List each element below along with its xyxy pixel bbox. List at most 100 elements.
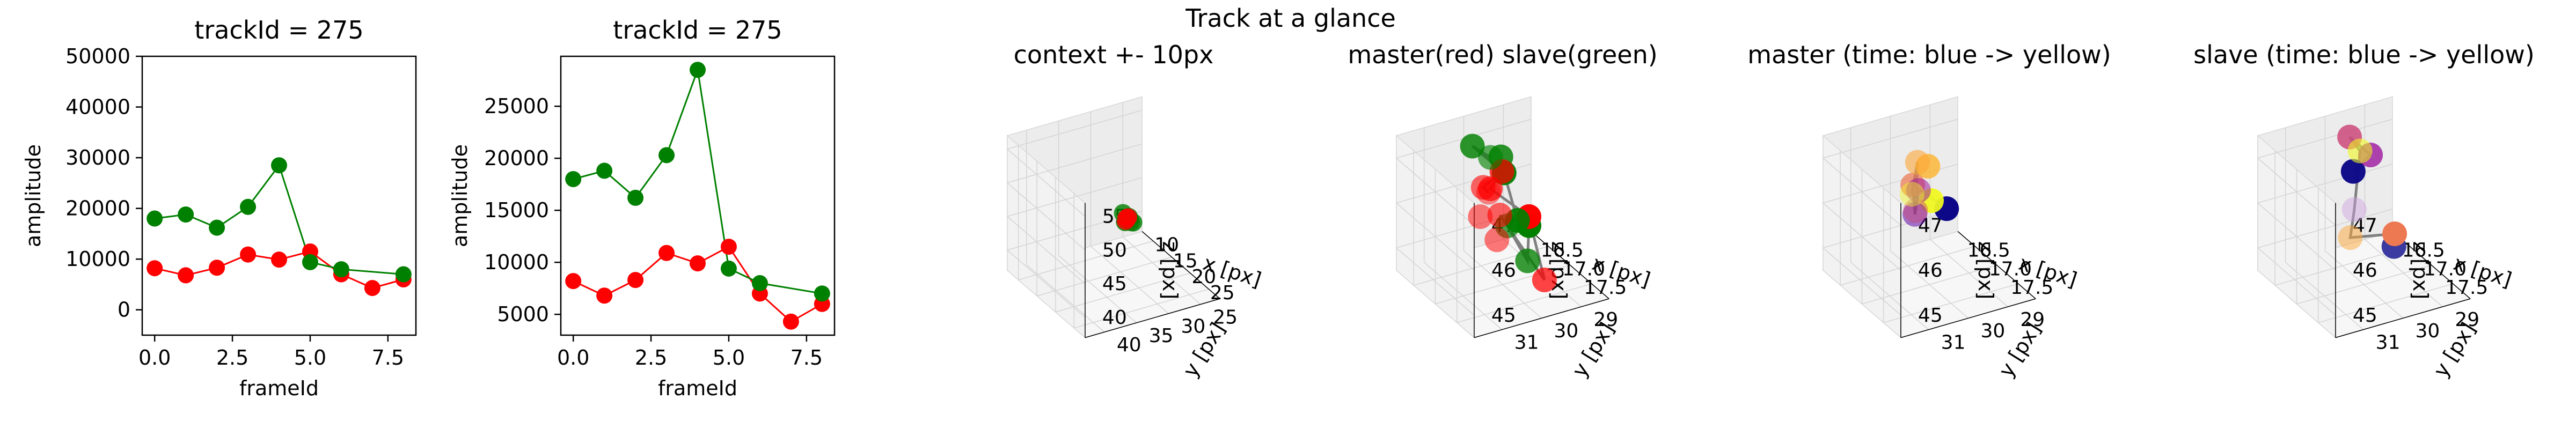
y-tick-label: 10000	[65, 247, 130, 271]
grid-line-z	[1396, 202, 1475, 271]
data-point-6	[2341, 197, 2367, 222]
grid-line-y	[1890, 250, 1968, 319]
y-tick-label: 5000	[497, 302, 549, 326]
data-point-s2-2	[209, 219, 225, 236]
grid-line-y	[2364, 239, 2443, 307]
y-axis-line	[1900, 298, 2036, 338]
grid-line-z	[2257, 158, 2336, 226]
data-point-1	[1468, 204, 1493, 229]
y-axis-line	[2335, 298, 2471, 338]
data-point-5	[2347, 138, 2373, 164]
grid-line-z	[1823, 247, 1901, 316]
x-tick-label: 5.0	[713, 346, 745, 369]
grid-line-z	[1823, 158, 1901, 226]
x-tick-label: 16.5	[2402, 239, 2445, 261]
grid-line-z	[2257, 208, 2393, 248]
data-point-s2-6	[333, 261, 349, 278]
figure-suptitle: Track at a glance	[1185, 4, 1396, 33]
data-point-s2-3	[658, 147, 675, 164]
data-point-1	[1902, 202, 1928, 227]
grid-line-z	[1007, 216, 1086, 284]
plot-frame	[141, 55, 417, 336]
data-point-4	[2338, 225, 2363, 250]
data-point-10	[1460, 134, 1485, 159]
chart-panel-1: 0.0 2.5 5.0 7.5 0 10000 20000 30000 40000 50000 tr…	[21, 16, 417, 400]
data-point-s2-4	[690, 62, 706, 78]
grid-line-z	[1823, 119, 1958, 159]
grid-line-z	[2257, 164, 2393, 204]
data-point-s2-3	[240, 198, 257, 215]
z-tick-label: 50	[1102, 239, 1127, 261]
data-point-s1-2	[627, 272, 644, 289]
grid-line-y	[2285, 262, 2364, 330]
x-tick-label: 2.5	[216, 346, 248, 369]
y-tick-label: 31	[1941, 331, 1966, 353]
y-tick-label: 30	[2416, 320, 2440, 342]
data-point-0	[1117, 209, 1136, 227]
z-axis-label: z [px]	[1974, 241, 1997, 299]
y-tick-label: 35	[1149, 325, 1174, 347]
grid-line-z	[2257, 202, 2336, 271]
z-axis-label: z [px]	[1158, 241, 1182, 299]
data-point-s2-1	[596, 162, 613, 179]
y-tick-label: 31	[1514, 331, 1539, 353]
y-tick-label: 30000	[65, 146, 130, 169]
data-point-s2-0	[565, 171, 582, 187]
y-tick-label: 40000	[65, 95, 130, 119]
data-point-s1-4	[690, 255, 706, 272]
y-tick-label: 30	[1181, 316, 1205, 338]
data-point-s2-8	[814, 285, 830, 302]
data-point-s1-2	[209, 260, 225, 276]
y-tick-label: 29	[1593, 309, 1618, 331]
grid-line-x	[1055, 272, 1191, 313]
grid-line-z	[1007, 149, 1086, 217]
data-point-8	[1899, 182, 1924, 207]
grid-line-y	[1090, 246, 1169, 314]
y-axis-label: amplitude	[21, 144, 45, 247]
x-tick-label: 0.0	[557, 346, 589, 369]
x-axis-line	[1957, 231, 2036, 299]
grid-line-y	[1929, 239, 2008, 307]
y-tick-label: 31	[2376, 331, 2401, 353]
data-point-s2-5	[720, 260, 737, 277]
grid-line-z	[1396, 158, 1475, 226]
grid-line-z	[1823, 208, 1958, 248]
x-tick-label: 2.5	[635, 346, 667, 369]
data-point-0	[2340, 159, 2366, 184]
y-tick-label: 20000	[484, 146, 549, 170]
grid-line-x	[1074, 289, 1209, 329]
chart-title: context +- 10px	[1014, 40, 1214, 69]
data-point-2	[1470, 175, 1496, 200]
data-point-2	[1906, 178, 1931, 203]
data-point-s2-2	[627, 189, 644, 206]
grid-line-y	[1058, 255, 1137, 323]
y-axis-line	[1474, 298, 1609, 338]
y-tick-label: 30	[1554, 320, 1579, 342]
y-axis-label: amplitude	[448, 144, 472, 247]
x-tick-label: 20	[1191, 266, 1216, 288]
chart-title: trackId = 275	[613, 16, 782, 45]
grid-line-z	[1007, 143, 1143, 183]
grid-line-y	[1122, 236, 1201, 305]
data-point-s2-1	[178, 206, 194, 223]
y-tick-label: 15000	[484, 198, 549, 222]
grid-line-z	[2257, 119, 2393, 159]
grid-line-y	[1850, 262, 1929, 330]
z-tick-label: 46	[1491, 260, 1516, 282]
data-point-s1-3	[658, 245, 675, 261]
data-point-9	[1478, 145, 1503, 170]
x-axis-line	[1531, 231, 1609, 299]
grid-line-y	[1463, 250, 1542, 319]
data-point-3	[2382, 221, 2407, 246]
data-point-14	[1515, 248, 1540, 273]
data-point-5	[1484, 227, 1510, 253]
z-tick-label: 45	[1102, 273, 1127, 295]
grid-line-y	[1026, 264, 1105, 332]
plot-frame	[560, 55, 836, 336]
z-tick-label: 45	[2353, 305, 2377, 327]
x-tick-label: 17.5	[1584, 277, 1627, 299]
